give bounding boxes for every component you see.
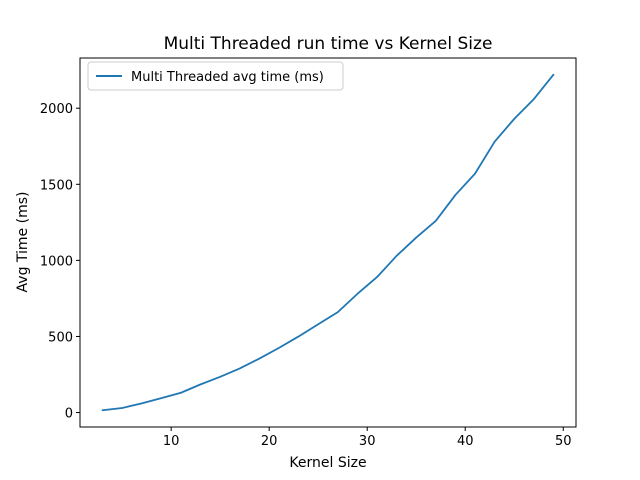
x-tick-label: 50	[555, 434, 572, 449]
x-tick-label: 40	[457, 434, 474, 449]
y-tick-label: 1000	[40, 254, 73, 269]
y-tick-label: 0	[65, 407, 73, 422]
legend-frame	[87, 61, 344, 91]
series-line	[101, 73, 555, 412]
chart-title: Multi Threaded run time vs Kernel Size	[164, 34, 493, 54]
legend: Multi Threaded avg time (ms)	[87, 61, 344, 91]
legend-label: Multi Threaded avg time (ms)	[131, 70, 324, 85]
x-tick-label: 30	[359, 434, 376, 449]
x-tick-label: 20	[261, 434, 278, 449]
y-axis-title: Avg Time (ms)	[15, 192, 31, 293]
x-axis-title: Kernel Size	[289, 455, 366, 471]
y-tick-label: 500	[48, 330, 73, 345]
axes-frame	[79, 57, 577, 428]
y-tick-label: 2000	[40, 102, 73, 117]
x-tick-label: 10	[163, 434, 180, 449]
y-tick-label: 1500	[40, 178, 73, 193]
